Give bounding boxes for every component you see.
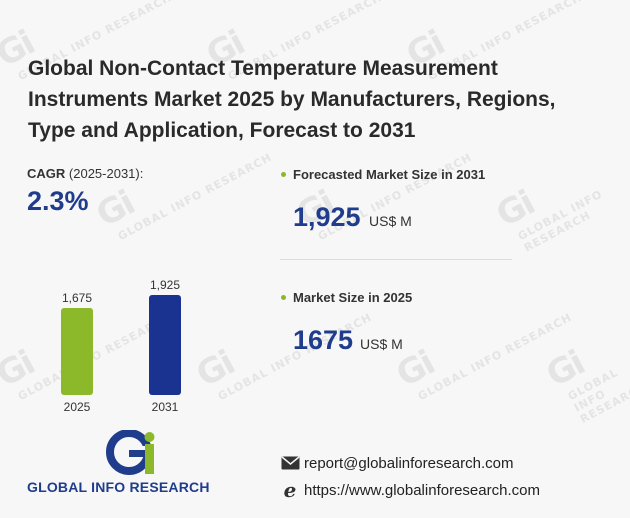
- divider: [280, 259, 512, 260]
- watermark: Gi GLOBAL INFO RESEARCH: [490, 134, 630, 258]
- bar-2031: [149, 295, 181, 395]
- cagr-value: 2.3%: [27, 186, 89, 216]
- logo-g-bar: [129, 450, 145, 457]
- market-size-bar-chart: 1,675 2025 1,925 2031: [61, 278, 181, 414]
- cagr-label-text: CAGR: [27, 166, 66, 181]
- current-label: Market Size in 2025: [293, 290, 413, 305]
- watermark: Gi GLOBAL INFO RESEARCH: [540, 318, 630, 430]
- logo-i-stem: [145, 444, 154, 474]
- envelope-icon: [280, 454, 300, 472]
- cagr-period: (2025-2031):: [68, 166, 144, 181]
- bar-value-label: 1,675: [62, 291, 92, 305]
- watermark: Gi GLOBAL INFO RESEARCH: [390, 275, 574, 406]
- watermark-logo-text: GLOBAL INFO RESEARCH: [415, 310, 575, 404]
- current-bullet: [281, 295, 286, 300]
- browser-e-icon: e: [283, 478, 297, 502]
- bar-category-label: 2031: [152, 400, 179, 414]
- watermark-logo-mark: Gi: [490, 183, 541, 236]
- watermark-logo-mark: Gi: [390, 343, 441, 396]
- logo-i-dot: [144, 432, 155, 442]
- bar-2025: [61, 307, 93, 395]
- watermark-logo-text: GLOBAL INFO RESEARCH: [515, 187, 605, 255]
- contact-website[interactable]: e https://www.globalinforesearch.com: [280, 478, 540, 502]
- email-link[interactable]: report@globalinforesearch.com: [304, 454, 514, 472]
- current-value: 1675: [293, 325, 354, 355]
- current-unit: US$ M: [360, 336, 403, 352]
- cagr-label: CAGR (2025-2031):: [27, 166, 143, 181]
- logo-text: GLOBAL INFO RESEARCH: [27, 479, 210, 495]
- forecast-bullet: [281, 172, 286, 177]
- watermark-logo-mark: Gi: [540, 343, 591, 396]
- page-title: Global Non-Contact Temperature Measureme…: [28, 57, 556, 142]
- forecast-unit: US$ M: [369, 213, 412, 229]
- watermark-logo-text: GLOBAL INFO RESEARCH: [115, 150, 275, 244]
- watermark-logo-text: GLOBAL INFO RESEARCH: [565, 365, 630, 426]
- forecast-value: 1,925: [293, 202, 361, 232]
- company-logo: [106, 430, 155, 475]
- bar-category-label: 2025: [64, 400, 91, 414]
- forecast-label: Forecasted Market Size in 2031: [293, 167, 486, 182]
- bar-value-label: 1,925: [150, 278, 180, 292]
- contact-email[interactable]: report@globalinforesearch.com: [280, 454, 514, 472]
- website-link[interactable]: https://www.globalinforesearch.com: [304, 481, 540, 499]
